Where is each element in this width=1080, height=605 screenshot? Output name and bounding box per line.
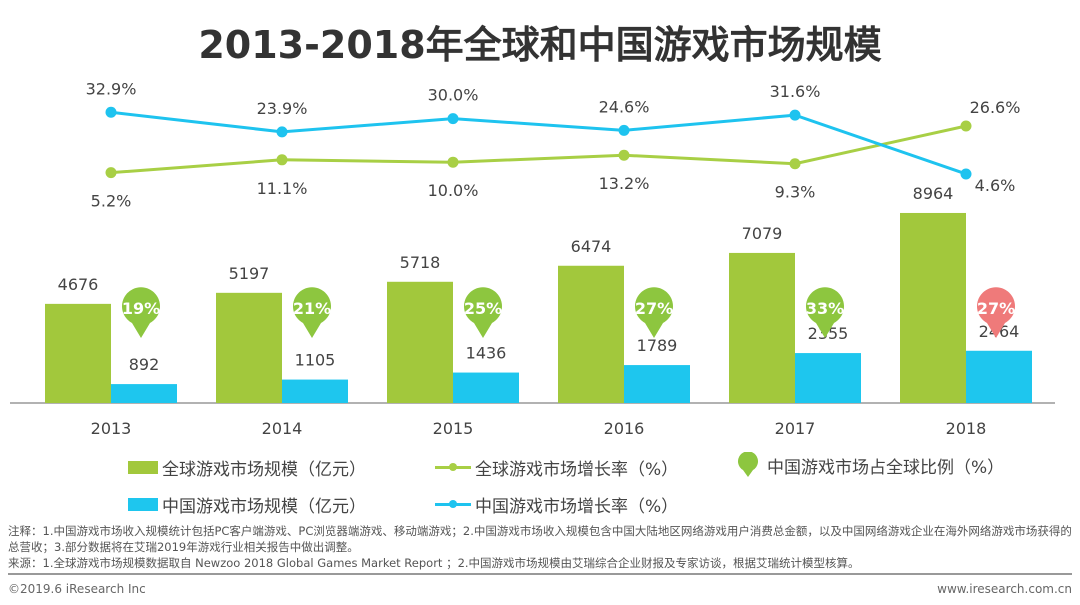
- bar-global: [387, 281, 453, 403]
- legend-label: 全球游戏市场规模（亿元）: [162, 460, 366, 480]
- share-label: 27%: [635, 299, 673, 318]
- line-point: [960, 168, 972, 180]
- bar-label-global: 5718: [400, 253, 441, 272]
- line-point: [618, 124, 630, 136]
- bar-china: [966, 350, 1032, 403]
- bar-label-global: 4676: [58, 275, 99, 294]
- bar-china: [282, 379, 348, 403]
- line-point: [618, 149, 630, 161]
- note-text: 注释：1.中国游戏市场收入规模统计包括PC客户端游戏、PC浏览器端游戏、移动端游…: [8, 524, 1072, 554]
- line-point: [105, 106, 117, 118]
- legend-global-growth: 全球游戏市场增长率（%）: [435, 455, 678, 480]
- copyright: ©2019.6 iResearch Inc: [8, 582, 146, 596]
- website: www.iresearch.com.cn: [937, 582, 1072, 596]
- line-data-label: 11.1%: [257, 179, 308, 198]
- share-pin: [806, 287, 845, 338]
- line-data-label: 31.6%: [770, 82, 821, 101]
- bar-global: [900, 212, 966, 403]
- share-pin: [464, 287, 502, 338]
- bar-global: [729, 252, 795, 403]
- bar-global: [216, 292, 282, 403]
- legend-global-size: 全球游戏市场规模（亿元）: [128, 455, 366, 480]
- line-data-label: 30.0%: [428, 86, 479, 105]
- legend-share: 中国游戏市场占全球比例（%）: [735, 452, 1004, 478]
- chart-title: 2013-2018年全球和中国游戏市场规模: [198, 23, 882, 67]
- share-pin: [635, 287, 673, 338]
- share-label: 21%: [293, 299, 331, 318]
- legend-line-blue: [435, 500, 471, 508]
- bar-global: [558, 265, 624, 403]
- share-pin: [977, 287, 1015, 338]
- legend-label: 中国游戏市场增长率（%）: [475, 497, 679, 517]
- line-data-label: 24.6%: [599, 97, 650, 116]
- legend-swatch-green: [128, 461, 158, 474]
- x-tick-label: 2013: [91, 419, 132, 438]
- source-text: 来源：1.全球游戏市场规模数据取自 Newzoo 2018 Global Gam…: [8, 556, 860, 570]
- bar-china: [111, 384, 177, 403]
- x-tick-label: 2014: [262, 419, 303, 438]
- bar-label-china: 1789: [637, 336, 678, 355]
- line-data-label: 4.6%: [975, 176, 1016, 195]
- legend-label: 中国游戏市场规模（亿元）: [162, 497, 366, 517]
- legend-swatch-blue: [128, 498, 158, 511]
- x-tick-label: 2018: [946, 419, 987, 438]
- legend-china-growth: 中国游戏市场增长率（%）: [435, 492, 678, 517]
- legend-label: 全球游戏市场增长率（%）: [475, 460, 679, 480]
- line-data-label: 23.9%: [257, 99, 308, 118]
- share-label: 25%: [464, 299, 502, 318]
- line-data-label: 9.3%: [775, 183, 816, 202]
- line-point: [447, 156, 459, 168]
- line-point: [447, 113, 459, 125]
- share-pin: [293, 287, 331, 338]
- bar-label-global: 6474: [571, 237, 612, 256]
- bar-china: [795, 353, 861, 403]
- line-point: [276, 154, 288, 166]
- share-pin: [122, 287, 161, 338]
- line-data-label: 5.2%: [91, 192, 132, 211]
- bar-label-china: 2355: [808, 324, 849, 343]
- bar-global: [45, 303, 111, 403]
- legend-china-size: 中国游戏市场规模（亿元）: [128, 492, 366, 517]
- divider: [8, 573, 1072, 575]
- line-data-label: 13.2%: [599, 174, 650, 193]
- legend-pin-icon: [738, 452, 758, 477]
- legend-line-green: [435, 463, 471, 471]
- footnotes: 注释：1.中国游戏市场收入规模统计包括PC客户端游戏、PC浏览器端游戏、移动端游…: [8, 523, 1072, 571]
- bar-label-global: 8964: [913, 184, 954, 203]
- bar-label-china: 1105: [295, 351, 336, 370]
- line-point: [789, 109, 801, 121]
- share-label: 27%: [977, 299, 1015, 318]
- share-label: 33%: [806, 299, 844, 318]
- line-point: [960, 120, 972, 132]
- line-global-growth: [110, 124, 967, 175]
- share-label: 19%: [122, 299, 160, 318]
- x-tick-label: 2016: [604, 419, 645, 438]
- line-data-label: 32.9%: [86, 79, 137, 98]
- x-tick-label: 2017: [775, 419, 816, 438]
- bar-china: [453, 372, 519, 403]
- x-tick-label: 2015: [433, 419, 474, 438]
- line-data-label: 26.6%: [970, 98, 1021, 117]
- bar-label-china: 1436: [466, 344, 507, 363]
- bar-china: [624, 365, 690, 403]
- legend-label: 中国游戏市场占全球比例（%）: [767, 457, 1005, 478]
- bar-label-china: 892: [129, 355, 160, 374]
- line-point: [789, 158, 801, 170]
- line-data-label: 10.0%: [428, 181, 479, 200]
- bar-label-global: 7079: [742, 224, 783, 243]
- bar-label-global: 5197: [229, 264, 270, 283]
- chart-plot: 4676 892 2013 19% 5197 1105 2014 21% 5718 1436 201…: [10, 79, 1055, 438]
- line-point: [276, 126, 288, 138]
- line-china-growth: [110, 110, 967, 176]
- line-point: [105, 167, 117, 179]
